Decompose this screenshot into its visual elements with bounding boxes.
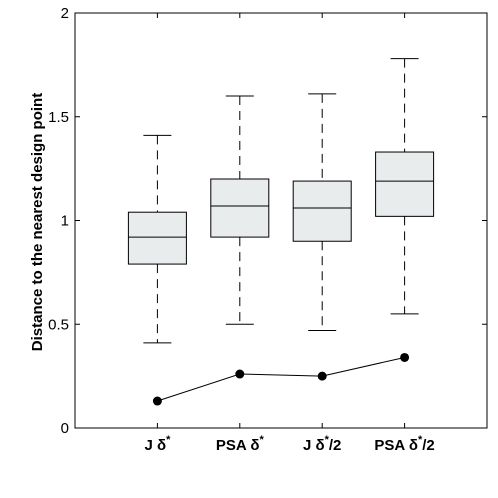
- box-iqr: [127, 211, 187, 265]
- x-category-label: PSA δ*/2: [374, 434, 434, 454]
- line-series-point: [152, 396, 162, 406]
- y-tick-label: 1: [61, 213, 69, 230]
- y-tick-label: 1.5: [48, 109, 69, 126]
- x-category-label: J δ*: [144, 434, 171, 454]
- y-tick-label: 2: [61, 5, 69, 22]
- x-category-label: PSA δ*: [216, 434, 265, 454]
- y-axis-label: Distance to the nearest design point: [29, 93, 46, 351]
- box-iqr: [210, 178, 270, 238]
- line-series-point: [235, 369, 245, 379]
- box-iqr: [292, 180, 352, 242]
- x-category-label: J δ*/2: [303, 434, 341, 454]
- line-series: [157, 356, 405, 402]
- y-tick-label: 0: [61, 420, 69, 437]
- box-iqr: [375, 151, 435, 217]
- y-tick-label: 0.5: [48, 316, 69, 333]
- line-series-point: [400, 352, 410, 362]
- line-series-point: [317, 371, 327, 381]
- plot-area: 0 0.5 1 1.5 2 J δ* PSA δ* J δ*/2 PSA δ*/2: [48, 5, 488, 454]
